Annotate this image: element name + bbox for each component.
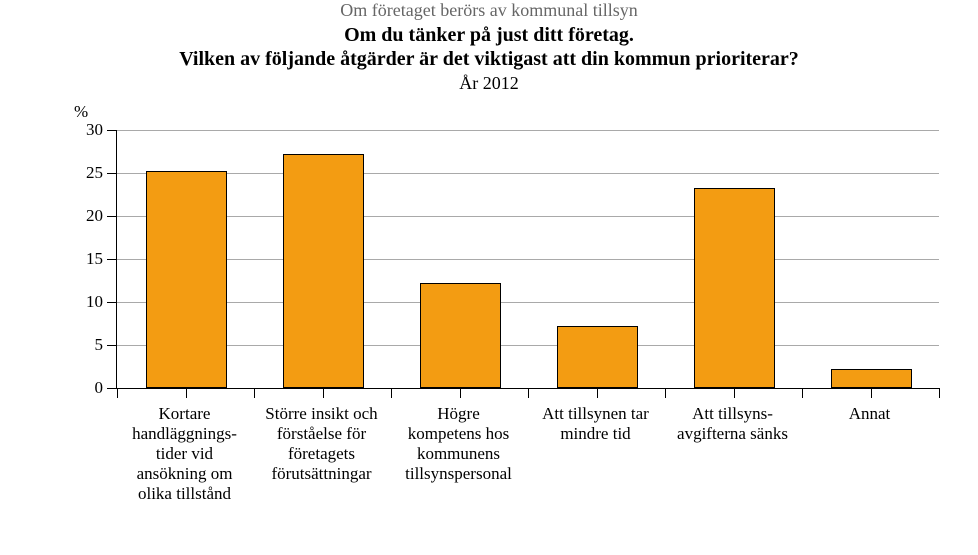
- x-tick: [734, 388, 735, 398]
- y-tick-label: 0: [95, 378, 104, 398]
- y-tick: [107, 173, 117, 174]
- x-label: Högrekompetens hoskommunenstillsynsperso…: [390, 404, 527, 484]
- x-label: Att tillsynen tarmindre tid: [527, 404, 664, 444]
- y-tick-label: 5: [95, 335, 104, 355]
- plot-area: 051015202530: [116, 130, 939, 389]
- gridline: [117, 259, 939, 260]
- bar: [283, 154, 364, 388]
- x-tick-boundary: [802, 388, 803, 398]
- gridline: [117, 345, 939, 346]
- x-tick: [323, 388, 324, 398]
- bar: [146, 171, 227, 388]
- chart-supertitle: Om företaget berörs av kommunal tillsyn: [0, 0, 978, 21]
- gridline: [117, 216, 939, 217]
- x-tick-boundary: [391, 388, 392, 398]
- x-tick: [186, 388, 187, 398]
- bar: [557, 326, 638, 388]
- y-tick: [107, 130, 117, 131]
- gridline: [117, 173, 939, 174]
- y-tick-label: 20: [86, 206, 103, 226]
- chart-title-line1: Om du tänker på just ditt företag.: [0, 23, 978, 47]
- y-tick: [107, 345, 117, 346]
- y-axis-label: %: [74, 102, 88, 122]
- x-tick: [460, 388, 461, 398]
- y-tick: [107, 302, 117, 303]
- y-tick-label: 30: [86, 120, 103, 140]
- bar: [831, 369, 912, 388]
- x-tick: [597, 388, 598, 398]
- y-tick: [107, 216, 117, 217]
- x-tick-boundary: [528, 388, 529, 398]
- x-tick-boundary: [254, 388, 255, 398]
- y-tick-label: 15: [86, 249, 103, 269]
- y-tick-label: 25: [86, 163, 103, 183]
- x-tick: [871, 388, 872, 398]
- x-label: Annat: [801, 404, 938, 424]
- x-tick-boundary: [117, 388, 118, 398]
- bar: [420, 283, 501, 388]
- chart-title-line2: Vilken av följande åtgärder är det vikti…: [0, 47, 978, 71]
- x-label: Kortarehandläggnings-tider vidansökning …: [116, 404, 253, 504]
- y-tick: [107, 259, 117, 260]
- gridline: [117, 302, 939, 303]
- bar: [694, 188, 775, 388]
- x-label: Att tillsyns-avgifterna sänks: [664, 404, 801, 444]
- chart-subtitle: År 2012: [0, 73, 978, 94]
- y-tick: [107, 388, 117, 389]
- x-label: Större insikt ochförståelse förföretaget…: [253, 404, 390, 484]
- chart-area: % 051015202530: [68, 130, 938, 388]
- gridline: [117, 130, 939, 131]
- x-tick-boundary: [939, 388, 940, 398]
- y-tick-label: 10: [86, 292, 103, 312]
- x-tick-boundary: [665, 388, 666, 398]
